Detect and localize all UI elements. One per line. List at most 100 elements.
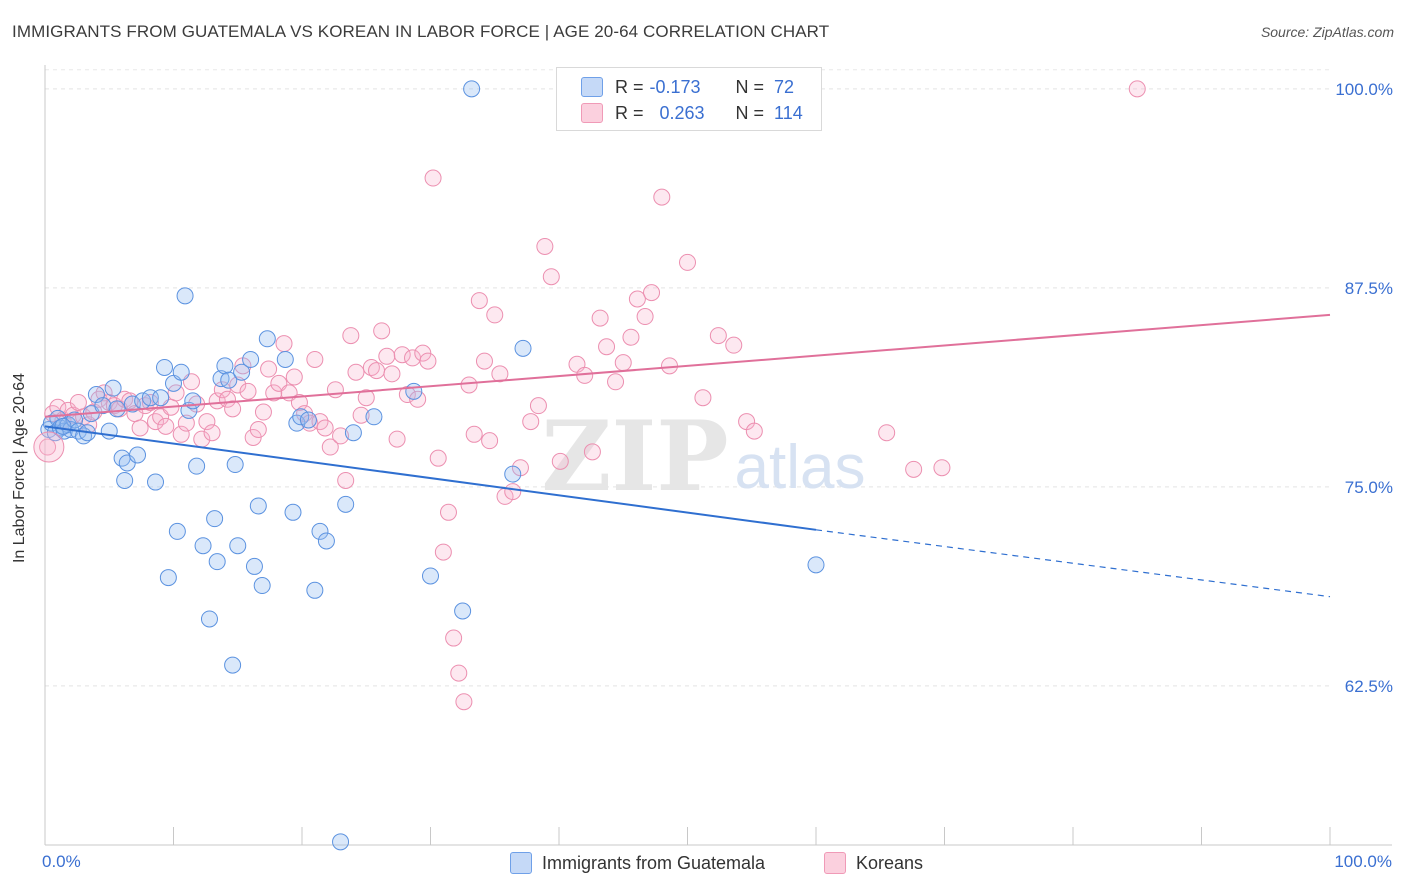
korean-point xyxy=(131,419,149,437)
korean-point xyxy=(504,483,522,501)
legend-row-koreans: R = 0.263 N = 114 xyxy=(581,100,803,126)
korean-point xyxy=(607,373,625,391)
guatemala-point xyxy=(317,532,335,550)
korean-point xyxy=(542,268,560,286)
korean-point xyxy=(745,422,763,440)
watermark-atlas: atlas xyxy=(735,433,866,502)
korean-point xyxy=(460,376,478,394)
korean-point xyxy=(614,354,632,372)
guatemala-point xyxy=(224,656,242,674)
korean-point xyxy=(628,290,646,308)
korean-point xyxy=(177,414,195,432)
bottom-legend-guatemala: Immigrants from Guatemala xyxy=(510,852,765,874)
guatemala-point xyxy=(116,471,134,489)
y-tick-label: 100.0% xyxy=(1335,80,1393,99)
source-label: Source: ZipAtlas.com xyxy=(1260,24,1394,40)
bottom-legend-koreans: Koreans xyxy=(824,852,923,874)
korean-point xyxy=(933,459,951,477)
korean-point xyxy=(105,397,123,415)
guatemala-point xyxy=(245,557,263,575)
korean-point xyxy=(260,360,278,378)
korean-point xyxy=(306,350,324,368)
korean-point xyxy=(439,503,457,521)
guatemala-point xyxy=(332,833,350,851)
korean-point xyxy=(337,471,355,489)
korean-point xyxy=(725,336,743,354)
korean-point xyxy=(342,327,360,345)
korean-point xyxy=(465,425,483,443)
guatemala-point xyxy=(147,473,165,491)
korean-point xyxy=(709,327,727,345)
korean-point xyxy=(429,449,447,467)
korean-point xyxy=(491,365,509,383)
guatemala-point xyxy=(123,395,141,413)
x-tick-label-max: 100.0% xyxy=(1334,852,1392,871)
korean-point xyxy=(551,452,569,470)
korean-point xyxy=(383,365,401,383)
korean-point xyxy=(591,309,609,327)
korean-point xyxy=(172,425,190,443)
guatemala-point xyxy=(168,522,186,540)
korean-point xyxy=(321,438,339,456)
korean-point xyxy=(373,322,391,340)
guatemala-point xyxy=(194,537,212,555)
korean-point xyxy=(470,292,488,310)
korean-point xyxy=(434,543,452,561)
guatemala-point xyxy=(405,382,423,400)
legend-r-value: 0.263 xyxy=(659,102,705,123)
guatemala-point xyxy=(229,537,247,555)
guatemala-point xyxy=(200,610,218,628)
bottom-legend-swatch-blue xyxy=(510,852,532,874)
korean-point xyxy=(357,389,375,407)
korean-point xyxy=(536,237,554,255)
guatemala-point xyxy=(176,287,194,305)
legend-n-label: N = xyxy=(735,102,765,123)
guatemala-point xyxy=(188,457,206,475)
bottom-legend-label: Immigrants from Guatemala xyxy=(542,852,766,873)
guatemala-point xyxy=(249,497,267,515)
korean-point xyxy=(147,413,165,431)
guatemala-point xyxy=(337,495,355,513)
korean-point xyxy=(167,384,185,402)
korean-point xyxy=(249,421,267,439)
y-tick-label: 75.0% xyxy=(1345,478,1393,497)
korean-point xyxy=(39,438,57,456)
korean-point xyxy=(290,393,308,411)
korean-point xyxy=(347,363,365,381)
korean-point xyxy=(636,308,654,326)
guatemala-point xyxy=(258,330,276,348)
korean-point xyxy=(275,335,293,353)
korean-point xyxy=(598,338,616,356)
guatemala-point xyxy=(94,397,112,415)
chart-title: IMMIGRANTS FROM GUATEMALA VS KOREAN IN L… xyxy=(12,22,830,41)
korean-point xyxy=(393,346,411,364)
korean-point xyxy=(679,253,696,271)
guatemala-point xyxy=(514,339,532,357)
guatemala-point xyxy=(253,577,271,595)
guatemala-point xyxy=(104,379,122,397)
korean-point xyxy=(203,424,221,442)
korean-point xyxy=(486,306,504,324)
guatemala-point xyxy=(242,350,260,368)
legend-r-label: R = xyxy=(615,76,644,97)
legend-swatch-pink xyxy=(581,103,603,123)
guatemala-point xyxy=(233,363,251,381)
korean-point xyxy=(653,188,671,206)
korean-point xyxy=(424,169,442,187)
guatemala-point xyxy=(156,358,174,376)
guatemala-point xyxy=(54,417,72,435)
guatemala-point xyxy=(299,411,317,429)
korean-point xyxy=(239,382,257,400)
guatemala-point xyxy=(454,602,472,620)
legend-r-value: -0.173 xyxy=(649,76,701,97)
korean-point xyxy=(198,413,216,431)
korean-point xyxy=(694,389,712,407)
korean-point xyxy=(352,406,370,424)
guatemala-point xyxy=(463,80,481,98)
korean-point xyxy=(583,443,601,461)
korean-point xyxy=(229,376,247,394)
legend-r-label: R = xyxy=(615,102,644,123)
guatemala-point xyxy=(276,350,294,368)
korean-point xyxy=(121,392,139,410)
